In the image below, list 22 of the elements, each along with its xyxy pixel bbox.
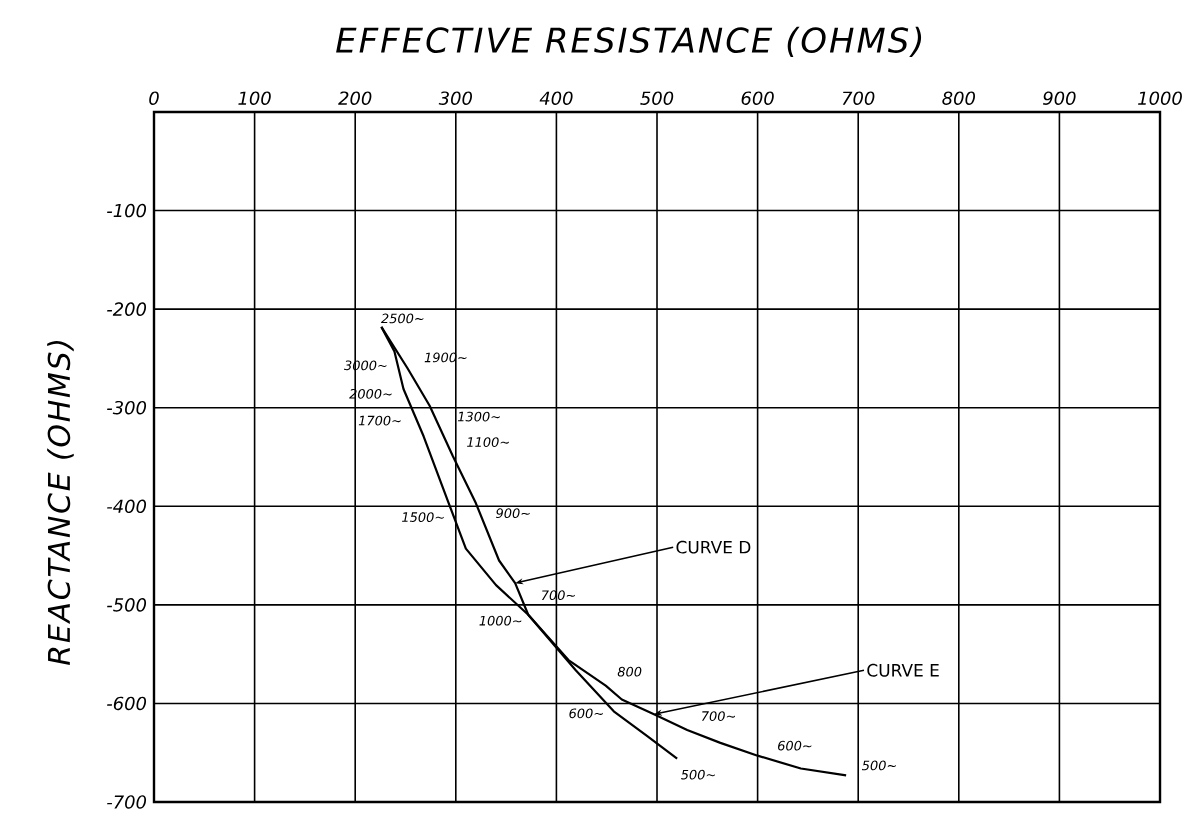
x-tick-label: 800 <box>942 91 976 105</box>
y-tick-label: -600 <box>107 696 147 711</box>
x-axis-title: EFFECTIVE RESISTANCE (OHMS) <box>336 26 922 57</box>
x-tick-label: 300 <box>438 91 472 105</box>
y-tick-label: -500 <box>107 598 147 612</box>
y-tick-label: -700 <box>107 795 147 809</box>
x-tick-label: 900 <box>1043 91 1076 105</box>
y-tick-label: -200 <box>107 302 147 316</box>
text: CURVE D <box>676 540 751 554</box>
x-tick-label: 500 <box>640 91 674 105</box>
y-tick-label: -400 <box>107 499 147 514</box>
y-axis-title: REACTANCE (OHMS) <box>47 341 74 665</box>
x-tick-label: 400 <box>539 91 573 105</box>
x-tick-label: 600 <box>741 91 774 105</box>
x-tick-label: 200 <box>338 91 372 105</box>
y-tick-label: -100 <box>107 203 147 218</box>
x-tick-label: 100 <box>238 91 271 105</box>
x-tick-label: 0 <box>149 91 159 105</box>
x-tick-label: 1000 <box>1138 91 1182 105</box>
text: CURVE E <box>867 663 939 677</box>
x-tick-label: 700 <box>842 91 875 105</box>
y-tick-label: -300 <box>107 400 147 415</box>
